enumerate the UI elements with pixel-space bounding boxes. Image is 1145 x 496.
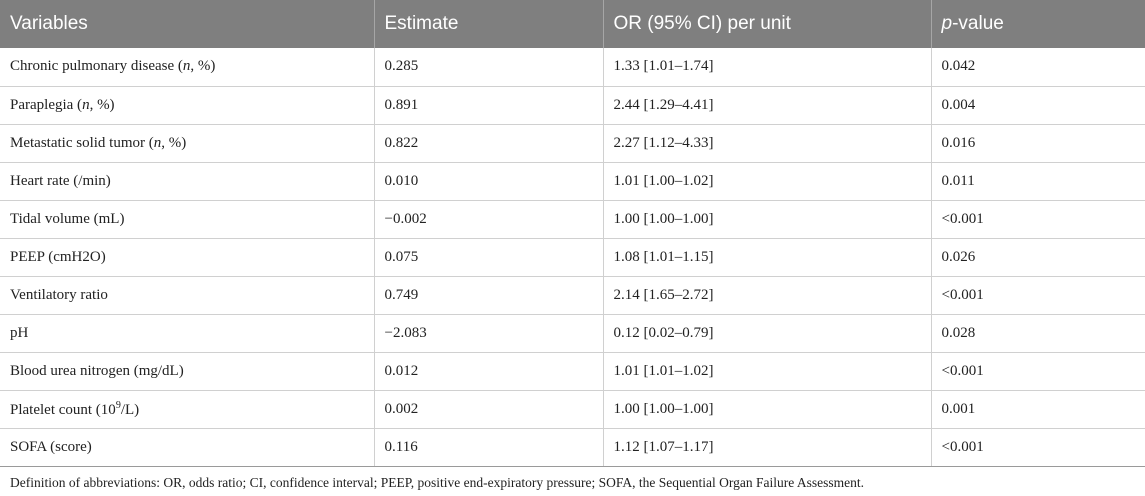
cell-variable: Blood urea nitrogen (mg/dL) <box>0 352 374 391</box>
cell-variable: Heart rate (/min) <box>0 162 374 201</box>
cell-or-ci: 1.01 [1.00–1.02] <box>602 162 931 201</box>
variable-text-end: , %) <box>161 134 187 151</box>
cell-estimate: 0.010 <box>373 162 603 201</box>
cell-p-value: 0.042 <box>930 48 1145 87</box>
header-p-rest: -value <box>952 13 1004 34</box>
cell-p-value: <0.001 <box>930 352 1145 391</box>
cell-or-ci: 1.08 [1.01–1.15] <box>602 238 931 277</box>
table-row: Platelet count (109/L) 0.002 1.00 [1.00–… <box>0 390 1145 429</box>
cell-or-ci: 1.33 [1.01–1.74] <box>602 48 931 87</box>
header-row: Variables Estimate OR (95% CI) per unit … <box>0 0 1145 48</box>
cell-estimate: 0.285 <box>373 48 603 87</box>
cell-p-value: <0.001 <box>930 428 1145 467</box>
cell-p-value: 0.016 <box>930 124 1145 163</box>
cell-estimate: 0.012 <box>373 352 603 391</box>
cell-variable: SOFA (score) <box>0 428 374 467</box>
cell-estimate: 0.891 <box>373 86 603 125</box>
cell-estimate: 0.822 <box>373 124 603 163</box>
cell-variable: Paraplegia (n, %) <box>0 86 374 125</box>
table-footnote: Definition of abbreviations: OR, odds ra… <box>10 475 864 490</box>
cell-variable: Metastatic solid tumor (n, %) <box>0 124 374 163</box>
variable-superscript: 9 <box>115 399 121 411</box>
table-row: Chronic pulmonary disease (n, %) 0.285 1… <box>0 48 1145 87</box>
variable-italic: n <box>82 96 90 113</box>
cell-or-ci: 1.00 [1.00–1.00] <box>602 200 931 239</box>
table-row: SOFA (score) 0.116 1.12 [1.07–1.17] <0.0… <box>0 428 1145 467</box>
table-row: Tidal volume (mL) −0.002 1.00 [1.00–1.00… <box>0 200 1145 239</box>
table-row: Ventilatory ratio 0.749 2.14 [1.65–2.72]… <box>0 276 1145 315</box>
cell-estimate: −0.002 <box>373 200 603 239</box>
header-variables: Variables <box>0 0 374 48</box>
cell-or-ci: 2.27 [1.12–4.33] <box>602 124 931 163</box>
cell-p-value: <0.001 <box>930 200 1145 239</box>
cell-p-value: 0.026 <box>930 238 1145 277</box>
cell-variable: Ventilatory ratio <box>0 276 374 315</box>
cell-p-value: <0.001 <box>930 276 1145 315</box>
cell-or-ci: 2.44 [1.29–4.41] <box>602 86 931 125</box>
variable-text-end: , %) <box>89 96 115 113</box>
cell-or-ci: 1.01 [1.01–1.02] <box>602 352 931 391</box>
cell-estimate: −2.083 <box>373 314 603 353</box>
cell-variable: Platelet count (109/L) <box>0 390 374 429</box>
cell-estimate: 0.002 <box>373 390 603 429</box>
table-row: pH −2.083 0.12 [0.02–0.79] 0.028 <box>0 314 1145 353</box>
cell-or-ci: 0.12 [0.02–0.79] <box>602 314 931 353</box>
variable-text-end: , %) <box>190 58 216 75</box>
cell-or-ci: 1.12 [1.07–1.17] <box>602 428 931 467</box>
cell-or-ci: 1.00 [1.00–1.00] <box>602 390 931 429</box>
variable-text: Metastatic solid tumor ( <box>10 134 154 151</box>
table-row: Paraplegia (n, %) 0.891 2.44 [1.29–4.41]… <box>0 86 1145 125</box>
regression-table: Variables Estimate OR (95% CI) per unit … <box>0 0 1145 467</box>
variable-text: Platelet count (10 <box>10 401 116 418</box>
cell-p-value: 0.028 <box>930 314 1145 353</box>
header-or-ci: OR (95% CI) per unit <box>602 0 931 48</box>
cell-variable: Tidal volume (mL) <box>0 200 374 239</box>
variable-text: Chronic pulmonary disease ( <box>10 58 183 75</box>
variable-italic: n <box>153 134 162 151</box>
cell-variable: PEEP (cmH2O) <box>0 238 374 277</box>
table-row: Blood urea nitrogen (mg/dL) 0.012 1.01 [… <box>0 352 1145 391</box>
table-row: PEEP (cmH2O) 0.075 1.08 [1.01–1.15] 0.02… <box>0 238 1145 277</box>
variable-text: Paraplegia ( <box>10 96 83 113</box>
cell-or-ci: 2.14 [1.65–2.72] <box>602 276 931 315</box>
table-row: Metastatic solid tumor (n, %) 0.822 2.27… <box>0 124 1145 163</box>
header-p-value: p-value <box>930 0 1145 48</box>
table-row: Heart rate (/min) 0.010 1.01 [1.00–1.02]… <box>0 162 1145 201</box>
header-p-italic: p <box>941 13 953 34</box>
cell-p-value: 0.001 <box>930 390 1145 429</box>
cell-p-value: 0.004 <box>930 86 1145 125</box>
cell-variable: pH <box>0 314 374 353</box>
header-estimate: Estimate <box>373 0 603 48</box>
cell-estimate: 0.116 <box>373 428 603 467</box>
cell-variable: Chronic pulmonary disease (n, %) <box>0 48 374 87</box>
variable-text-end: /L) <box>120 401 140 418</box>
cell-p-value: 0.011 <box>930 162 1145 201</box>
variable-italic: n <box>182 58 191 75</box>
cell-estimate: 0.075 <box>373 238 603 277</box>
cell-estimate: 0.749 <box>373 276 603 315</box>
